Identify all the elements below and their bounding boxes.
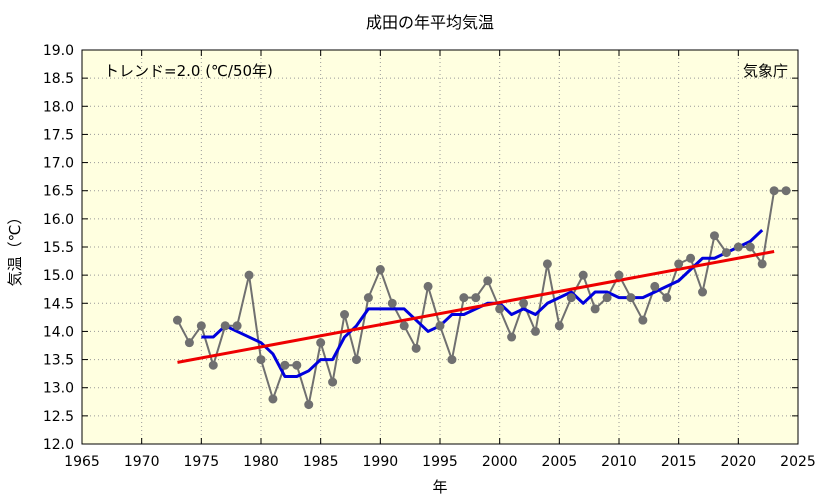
annual-point [244, 270, 254, 280]
annual-point [447, 355, 457, 365]
annual-point [435, 321, 445, 331]
annual-point [650, 281, 660, 291]
annual-point [220, 321, 230, 331]
annual-point [745, 242, 755, 252]
x-tick-label: 1970 [124, 454, 160, 470]
annual-point [769, 186, 779, 196]
annual-point [698, 287, 708, 297]
annual-point [507, 332, 517, 342]
y-tick-label: 12.5 [43, 409, 74, 425]
annual-point [614, 270, 624, 280]
data-layer [172, 186, 791, 410]
x-tick-label: 2010 [601, 454, 637, 470]
annual-point [542, 259, 552, 269]
annual-point [280, 360, 290, 370]
annual-point [471, 293, 481, 303]
annual-point [423, 281, 433, 291]
annual-point [351, 355, 361, 365]
annual-point [184, 338, 194, 348]
annual-point [196, 321, 206, 331]
annual-point [375, 265, 385, 275]
annual-point [304, 400, 314, 410]
y-tick-label: 15.5 [43, 240, 74, 256]
annual-point [662, 293, 672, 303]
annual-point [530, 326, 540, 336]
annual-point [340, 310, 350, 320]
annual-point [519, 298, 529, 308]
annual-point [626, 293, 636, 303]
annual-point [411, 343, 421, 353]
annual-point [721, 248, 731, 258]
x-tick-label: 1990 [363, 454, 399, 470]
chart-title: 成田の年平均気温 [366, 13, 494, 32]
annual-point [208, 360, 218, 370]
y-tick-label: 14.0 [43, 324, 74, 340]
x-tick-label: 1995 [422, 454, 458, 470]
x-axis-title: 年 [432, 478, 447, 496]
annual-point [590, 304, 600, 314]
annual-point [757, 259, 767, 269]
annual-point [602, 293, 612, 303]
annual-point [387, 298, 397, 308]
annual-point [638, 315, 648, 325]
y-tick-label: 15.0 [43, 268, 74, 284]
annual-point [483, 276, 493, 286]
trend-annotation: トレンド=2.0 (℃/50年) [104, 62, 273, 80]
source-annotation: 気象庁 [743, 62, 788, 80]
axes: 12.0 12.5 13.0 13.5 14.0 14.5 15.0 15.5 16.0 16.5… [43, 43, 816, 470]
y-tick-label: 13.5 [43, 353, 74, 369]
annual-point [781, 186, 791, 196]
trend-line [177, 250, 775, 364]
annual-point [316, 338, 326, 348]
annual-point [292, 360, 302, 370]
annual-point [172, 315, 182, 325]
annual-point [399, 321, 409, 331]
plot-border [81, 49, 799, 445]
annual-point [363, 293, 373, 303]
y-tick-label: 19.0 [43, 43, 74, 59]
y-tick-label: 16.5 [43, 184, 74, 200]
x-tick-label: 1965 [64, 454, 100, 470]
annual-point [459, 293, 469, 303]
annual-temperature-line [176, 189, 787, 405]
annual-point [709, 231, 719, 241]
annual-point [495, 304, 505, 314]
y-tick-label: 13.0 [43, 381, 74, 397]
annual-point [674, 259, 684, 269]
y-tick-label: 18.0 [43, 99, 74, 115]
x-tick-label: 2000 [482, 454, 518, 470]
y-axis-title: 気温（℃） [6, 210, 24, 287]
annual-point [232, 321, 242, 331]
x-tick-label: 2025 [780, 454, 816, 470]
y-tick-label: 17.0 [43, 156, 74, 172]
x-tick-label: 2020 [721, 454, 757, 470]
annual-point [268, 394, 278, 404]
x-tick-label: 2005 [542, 454, 578, 470]
annual-point [554, 321, 564, 331]
y-tick-label: 14.5 [43, 296, 74, 312]
x-tick-label: 1975 [184, 454, 220, 470]
x-tick-label: 2015 [661, 454, 697, 470]
annual-point [733, 242, 743, 252]
annual-point [566, 293, 576, 303]
annual-point [328, 377, 338, 387]
y-tick-label: 17.5 [43, 127, 74, 143]
annual-point [686, 253, 696, 263]
grid [82, 50, 798, 444]
x-tick-label: 1985 [303, 454, 339, 470]
y-tick-label: 18.5 [43, 71, 74, 87]
y-tick-label: 12.0 [43, 437, 74, 453]
annual-point [256, 355, 266, 365]
y-tick-label: 16.0 [43, 212, 74, 228]
x-tick-label: 1980 [243, 454, 279, 470]
annual-point [578, 270, 588, 280]
